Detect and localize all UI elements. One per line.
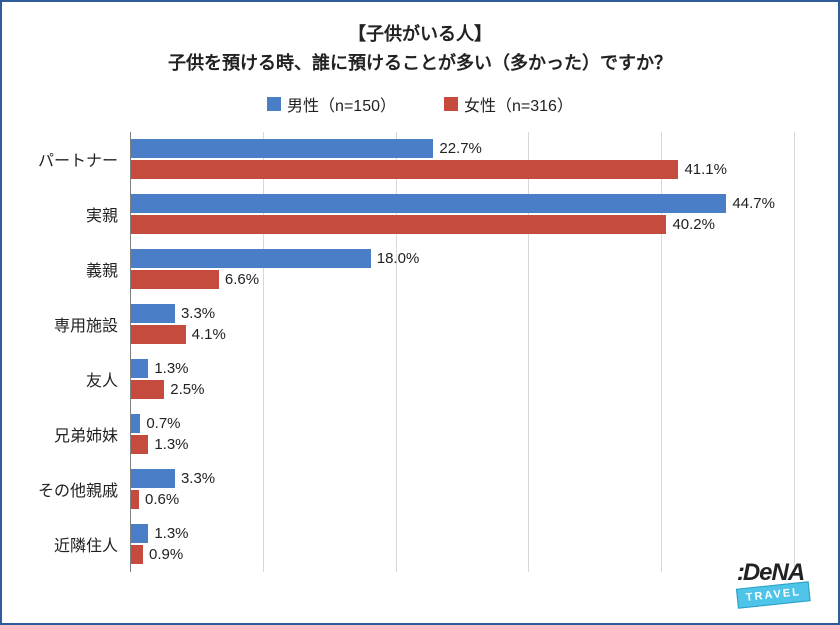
bar-group: 実親44.7%40.2% xyxy=(130,187,794,242)
bar-row-female: 0.6% xyxy=(131,490,179,509)
bar-row-male: 3.3% xyxy=(131,304,215,323)
legend-label-female: 女性（n=316） xyxy=(464,92,573,116)
bar-group: 義親18.0%6.6% xyxy=(130,242,794,297)
bar-value-female: 6.6% xyxy=(225,271,259,288)
bar-row-female: 41.1% xyxy=(131,160,727,179)
category-label: 義親 xyxy=(86,257,130,281)
category-label: 友人 xyxy=(86,367,130,391)
bar-value-male: 3.3% xyxy=(181,470,215,487)
category-label: 実親 xyxy=(86,202,130,226)
bar-row-male: 1.3% xyxy=(131,359,189,378)
bar-male xyxy=(131,524,148,543)
bar-row-male: 1.3% xyxy=(131,524,189,543)
bar-male xyxy=(131,194,726,213)
bar-row-male: 3.3% xyxy=(131,469,215,488)
bar-male xyxy=(131,414,140,433)
bar-group: パートナー22.7%41.1% xyxy=(130,132,794,187)
bar-female xyxy=(131,545,143,564)
bar-male xyxy=(131,469,175,488)
bar-value-female: 41.1% xyxy=(684,161,727,178)
bar-group: 近隣住人1.3%0.9% xyxy=(130,517,794,572)
legend: 男性（n=150） 女性（n=316） xyxy=(26,92,814,116)
category-label: その他親戚 xyxy=(38,477,130,501)
bar-value-female: 4.1% xyxy=(192,326,226,343)
bar-female xyxy=(131,490,139,509)
bar-row-male: 0.7% xyxy=(131,414,181,433)
bar-value-female: 2.5% xyxy=(170,381,204,398)
chart-container: 【子供がいる人】 子供を預ける時、誰に預けることが多い（多かった）ですか？ 男性… xyxy=(0,0,840,625)
bar-value-male: 0.7% xyxy=(146,415,180,432)
bar-male xyxy=(131,139,433,158)
bar-value-female: 0.9% xyxy=(149,546,183,563)
bar-group: 専用施設3.3%4.1% xyxy=(130,297,794,352)
bar-group: 友人1.3%2.5% xyxy=(130,352,794,407)
legend-swatch-female xyxy=(444,97,458,111)
category-label: パートナー xyxy=(38,147,130,171)
bar-male xyxy=(131,304,175,323)
gridline xyxy=(794,132,795,572)
title-line-1: 【子供がいる人】 xyxy=(26,20,814,49)
legend-swatch-male xyxy=(267,97,281,111)
category-label: 兄弟姉妹 xyxy=(54,422,130,446)
bar-row-male: 18.0% xyxy=(131,249,419,268)
bar-row-female: 6.6% xyxy=(131,270,259,289)
bar-row-female: 2.5% xyxy=(131,380,205,399)
category-label: 近隣住人 xyxy=(54,532,130,556)
title-line-2: 子供を預ける時、誰に預けることが多い（多かった）ですか？ xyxy=(26,49,814,78)
bar-row-female: 1.3% xyxy=(131,435,189,454)
bar-row-male: 44.7% xyxy=(131,194,775,213)
bar-value-male: 44.7% xyxy=(732,195,775,212)
bar-row-male: 22.7% xyxy=(131,139,482,158)
bar-value-male: 18.0% xyxy=(377,250,420,267)
bar-value-male: 22.7% xyxy=(439,140,482,157)
bar-row-female: 0.9% xyxy=(131,545,183,564)
legend-item-male: 男性（n=150） xyxy=(267,92,396,116)
bar-value-male: 1.3% xyxy=(154,360,188,377)
bar-male xyxy=(131,249,371,268)
bar-male xyxy=(131,359,148,378)
chart-title: 【子供がいる人】 子供を預ける時、誰に預けることが多い（多かった）ですか？ xyxy=(26,20,814,78)
bar-row-female: 4.1% xyxy=(131,325,226,344)
bar-value-male: 1.3% xyxy=(154,525,188,542)
bar-group: 兄弟姉妹0.7%1.3% xyxy=(130,407,794,462)
bar-group: その他親戚3.3%0.6% xyxy=(130,462,794,517)
bar-value-male: 3.3% xyxy=(181,305,215,322)
bar-female xyxy=(131,380,164,399)
bar-row-female: 40.2% xyxy=(131,215,715,234)
bar-value-female: 40.2% xyxy=(672,216,715,233)
category-label: 専用施設 xyxy=(54,312,130,336)
bar-value-female: 1.3% xyxy=(154,436,188,453)
bar-female xyxy=(131,215,666,234)
brand-logo: :DeNA TRAVEL xyxy=(737,559,810,607)
bar-value-female: 0.6% xyxy=(145,491,179,508)
bar-female xyxy=(131,270,219,289)
bar-female xyxy=(131,325,186,344)
legend-item-female: 女性（n=316） xyxy=(444,92,573,116)
bar-female xyxy=(131,160,678,179)
bar-female xyxy=(131,435,148,454)
legend-label-male: 男性（n=150） xyxy=(287,92,396,116)
plot-area: パートナー22.7%41.1%実親44.7%40.2%義親18.0%6.6%専用… xyxy=(130,132,794,572)
logo-colon-icon: : xyxy=(737,559,741,586)
bar-groups: パートナー22.7%41.1%実親44.7%40.2%義親18.0%6.6%専用… xyxy=(130,132,794,572)
